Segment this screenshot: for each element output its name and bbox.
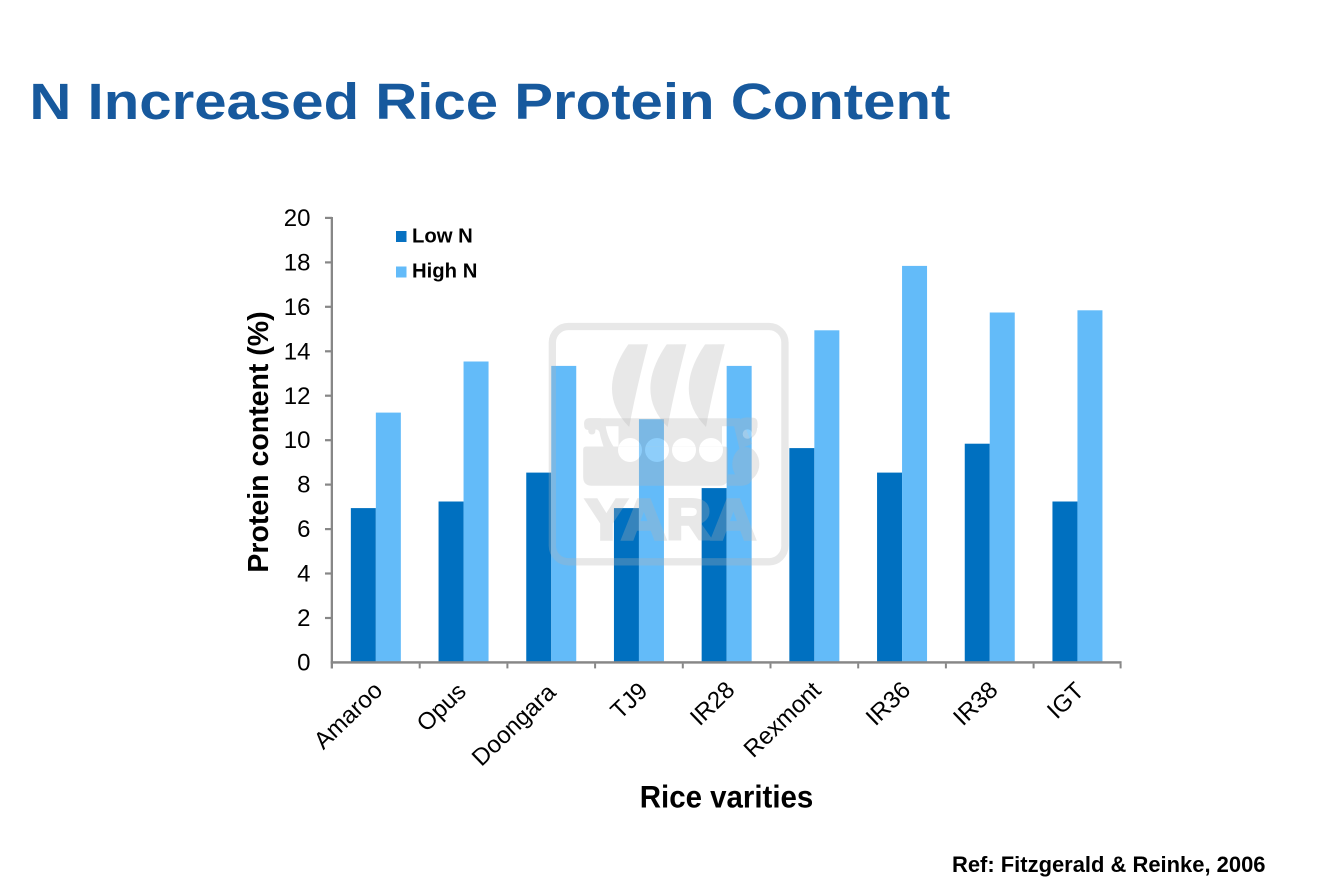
svg-text:Opus: Opus: [412, 678, 472, 737]
svg-text:4: 4: [297, 561, 310, 588]
svg-text:High N: High N: [412, 261, 477, 283]
svg-text:12: 12: [284, 383, 311, 410]
svg-text:8: 8: [297, 472, 310, 499]
svg-text:2: 2: [297, 605, 310, 632]
svg-text:20: 20: [284, 205, 311, 232]
svg-text:Ref: Fitzgerald & Reinke, 2006: Ref: Fitzgerald & Reinke, 2006: [952, 852, 1266, 877]
svg-text:10: 10: [284, 427, 311, 454]
svg-text:0: 0: [297, 650, 310, 677]
svg-text:N Increased Rice Protein Conte: N Increased Rice Protein Content: [29, 73, 950, 130]
svg-text:Doongara: Doongara: [467, 678, 562, 771]
svg-text:Rice varities: Rice varities: [640, 780, 814, 815]
svg-text:14: 14: [284, 338, 311, 365]
svg-text:TJ9: TJ9: [606, 677, 654, 724]
svg-text:Rexmont: Rexmont: [739, 677, 827, 763]
svg-text:16: 16: [284, 294, 311, 321]
svg-text:IR36: IR36: [861, 676, 916, 731]
svg-text:IR28: IR28: [685, 676, 740, 731]
svg-text:Low N: Low N: [412, 226, 473, 248]
svg-text:IR38: IR38: [948, 676, 1003, 731]
svg-text:6: 6: [297, 516, 310, 543]
svg-text:YARA: YARA: [586, 488, 756, 552]
svg-text:Amaroo: Amaroo: [309, 677, 388, 755]
svg-text:18: 18: [284, 250, 311, 277]
svg-text:Protein content (%): Protein content (%): [243, 311, 275, 572]
svg-text:IGT: IGT: [1042, 677, 1090, 724]
